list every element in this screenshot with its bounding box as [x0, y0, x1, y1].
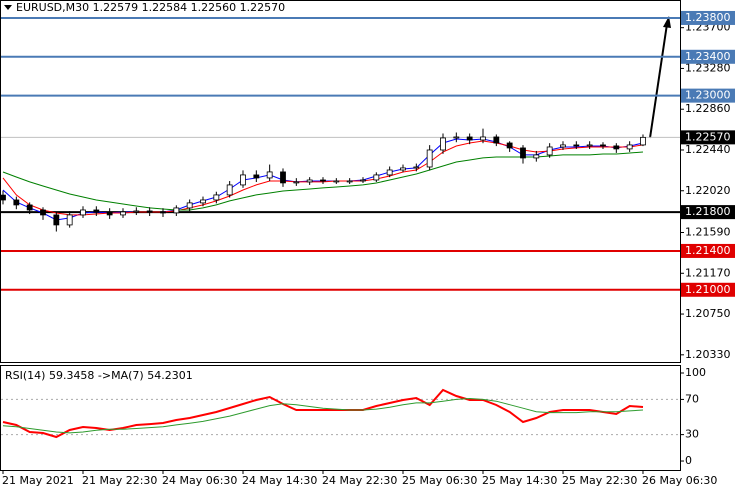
candle-body: [400, 167, 406, 171]
candle-body: [200, 199, 206, 204]
level-tag: [681, 243, 735, 258]
y-tick-label: 0: [685, 454, 692, 467]
y-tick-label: 1.21590: [685, 225, 731, 238]
candle-body: [133, 210, 140, 213]
level-tag-label: 1.22570: [685, 130, 731, 143]
y-tick-label: 30: [685, 428, 699, 441]
candle-body: [160, 211, 166, 214]
candle-body: [373, 174, 380, 181]
candle-body: [493, 136, 500, 144]
candle-body: [266, 171, 273, 179]
candle-body: [213, 194, 220, 201]
candle-body: [26, 204, 33, 211]
candle-body: [173, 207, 180, 214]
candle-body: [53, 214, 60, 226]
series-line: [2, 397, 644, 434]
level-tag-label: 1.21000: [685, 283, 731, 296]
candle-body: [640, 136, 646, 146]
x-tick-label: 24 May 06:30: [162, 474, 237, 487]
candle-body: [120, 211, 126, 216]
candle-body: [306, 179, 313, 183]
level-tag: [681, 10, 735, 25]
x-tick-label: 21 May 2021: [2, 474, 74, 487]
y-tick-label: 1.20330: [685, 348, 731, 361]
candle-body: [586, 144, 593, 147]
y-tick-label: 100: [685, 366, 706, 379]
level-tag-label: 1.21800: [685, 205, 731, 218]
candle-body: [413, 166, 420, 169]
level-tag: [681, 205, 735, 220]
candle-body: [66, 214, 73, 226]
x-tick-label: 24 May 22:30: [322, 474, 397, 487]
candle-body: [520, 147, 526, 159]
level-tag-label: 1.21400: [685, 244, 731, 257]
candle-body: [600, 144, 606, 147]
candle-body: [146, 210, 153, 213]
y-tick-label: 1.20750: [685, 307, 731, 320]
candle-body: [346, 180, 353, 183]
y-tick-label: 70: [685, 392, 699, 405]
price-panel: [0, 0, 681, 363]
level-tag: [681, 88, 735, 103]
candle-body: [13, 199, 20, 206]
candle-body: [426, 149, 433, 168]
candle-body: [186, 202, 193, 209]
level-tag: [681, 282, 735, 297]
candle-body: [560, 144, 566, 148]
candle-body: [226, 184, 233, 196]
x-tick-label: 25 May 06:30: [402, 474, 477, 487]
candle-body: [253, 174, 260, 179]
candle-body: [240, 174, 246, 186]
x-tick-label: 25 May 22:30: [562, 474, 637, 487]
y-tick-label: 1.22440: [685, 143, 731, 156]
y-tick-label: 1.22020: [685, 184, 731, 197]
candle-body: [293, 181, 300, 184]
price-title: EURUSD,M30 1.22579 1.22584 1.22560 1.225…: [16, 1, 285, 14]
candle-body: [333, 180, 340, 183]
candle-body: [386, 169, 393, 176]
candle-body: [533, 154, 540, 159]
series-line: [2, 388, 644, 439]
candle-body: [40, 209, 46, 216]
x-tick-label: 26 May 06:30: [642, 474, 717, 487]
rsi-panel: [0, 365, 681, 471]
candle-body: [480, 136, 486, 141]
candle-body: [626, 144, 633, 150]
y-tick-label: 1.22860: [685, 102, 731, 115]
candle-body: [440, 137, 446, 151]
level-tag: [681, 49, 735, 64]
x-tick-label: 21 May 22:30: [82, 474, 157, 487]
level-tag-label: 1.23400: [685, 50, 731, 63]
level-tag-label: 1.23000: [685, 89, 731, 102]
level-tag: [681, 130, 735, 145]
candle-body: [613, 145, 620, 150]
candle-body: [280, 171, 286, 184]
candle-body: [106, 211, 113, 216]
candle-body: [360, 179, 366, 182]
arrow-head: [663, 16, 671, 28]
candle-body: [466, 136, 473, 141]
level-tag-label: 1.23800: [685, 11, 731, 24]
candle-body: [93, 209, 100, 213]
candle-body: [80, 209, 86, 216]
candle-body: [453, 136, 460, 139]
arrow-line: [649, 23, 668, 139]
menu-arrow[interactable]: [4, 5, 12, 10]
rsi-title: RSI(14) 59.3458 ->MA(7) 54.2301: [5, 369, 193, 382]
y-tick-label: 1.21170: [685, 266, 731, 279]
candle-body: [320, 179, 326, 182]
x-tick-label: 24 May 14:30: [242, 474, 317, 487]
x-tick-label: 25 May 14:30: [482, 474, 557, 487]
candle-body: [0, 194, 6, 201]
candle-body: [546, 146, 553, 156]
candle-body: [506, 142, 513, 149]
y-tick-label: 1.23280: [685, 61, 731, 74]
candle-body: [573, 144, 580, 147]
